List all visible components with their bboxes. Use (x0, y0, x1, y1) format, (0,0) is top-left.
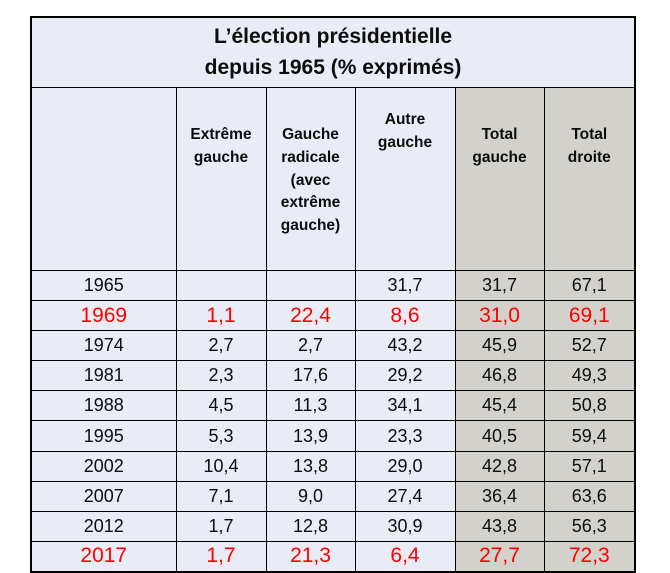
year-cell: 1981 (30, 360, 177, 392)
year-cell: 1974 (30, 330, 177, 362)
value-cell: 2,7 (265, 330, 356, 362)
value-cell: 2,3 (175, 360, 267, 392)
value-cell: 12,8 (265, 510, 356, 542)
table-title-line1: L’élection présidentielle (213, 25, 453, 49)
value-cell: 6,4 (354, 540, 456, 573)
column-header-total-droite: Total droite (543, 87, 636, 271)
table-title: L’élection présidentielle depuis 1965 (%… (30, 16, 636, 88)
value-cell: 7,1 (175, 480, 267, 512)
value-cell: 30,9 (354, 510, 456, 542)
value-cell: 31,7 (454, 269, 545, 302)
table-row: 2017 1,7 21,3 6,4 27,7 72,3 (30, 540, 636, 573)
value-cell (265, 269, 356, 302)
value-cell: 17,6 (265, 360, 356, 392)
table-row: 1988 4,5 11,3 34,1 45,4 50,8 (30, 390, 636, 422)
value-cell: 43,8 (454, 510, 545, 542)
value-cell: 69,1 (543, 300, 636, 332)
value-cell: 45,4 (454, 390, 545, 422)
value-cell: 42,8 (454, 450, 545, 482)
election-table-container: L’élection présidentielle depuis 1965 (%… (30, 16, 637, 573)
year-cell: 2017 (30, 540, 177, 573)
column-header-year (30, 87, 177, 271)
value-cell: 27,7 (454, 540, 545, 573)
table-row: 1981 2,3 17,6 29,2 46,8 49,3 (30, 360, 636, 392)
year-cell: 1969 (30, 300, 177, 332)
column-header-total-gauche: Total gauche (454, 87, 545, 271)
value-cell: 57,1 (543, 450, 636, 482)
column-header-extreme-gauche: Extrême gauche (175, 87, 267, 271)
value-cell: 1,7 (175, 540, 267, 573)
table-row: 1965 31,7 31,7 67,1 (30, 269, 636, 302)
value-cell: 2,7 (175, 330, 267, 362)
value-cell: 31,7 (354, 269, 456, 302)
value-cell: 1,7 (175, 510, 267, 542)
value-cell: 31,0 (454, 300, 545, 332)
year-cell: 1988 (30, 390, 177, 422)
table-row: 1969 1,1 22,4 8,6 31,0 69,1 (30, 300, 636, 332)
year-cell: 1995 (30, 420, 177, 452)
value-cell: 46,8 (454, 360, 545, 392)
value-cell: 67,1 (543, 269, 636, 302)
value-cell: 43,2 (354, 330, 456, 362)
value-cell: 8,6 (354, 300, 456, 332)
value-cell: 50,8 (543, 390, 636, 422)
table-row: 1995 5,3 13,9 23,3 40,5 59,4 (30, 420, 636, 452)
value-cell: 29,2 (354, 360, 456, 392)
value-cell: 13,8 (265, 450, 356, 482)
title-row: L’élection présidentielle depuis 1965 (%… (30, 16, 636, 88)
value-cell: 29,0 (354, 450, 456, 482)
value-cell: 4,5 (175, 390, 267, 422)
value-cell: 45,9 (454, 330, 545, 362)
year-cell: 2007 (30, 480, 177, 512)
table-title-line2: depuis 1965 (% exprimés) (204, 55, 462, 79)
value-cell: 1,1 (175, 300, 267, 332)
election-table: L’élection présidentielle depuis 1965 (%… (30, 16, 637, 573)
value-cell: 72,3 (543, 540, 636, 573)
year-cell: 1965 (30, 269, 177, 302)
header-row: Extrême gauche Gauche radicale (avec ext… (30, 87, 636, 271)
column-header-autre-gauche: Autre gauche (354, 87, 456, 271)
table-row: 2012 1,7 12,8 30,9 43,8 56,3 (30, 510, 636, 542)
value-cell: 52,7 (543, 330, 636, 362)
value-cell: 56,3 (543, 510, 636, 542)
value-cell: 23,3 (354, 420, 456, 452)
year-cell: 2002 (30, 450, 177, 482)
column-header-gauche-radicale: Gauche radicale (avec extrême gauche) (265, 87, 356, 271)
value-cell: 49,3 (543, 360, 636, 392)
value-cell: 27,4 (354, 480, 456, 512)
value-cell: 21,3 (265, 540, 356, 573)
value-cell: 36,4 (454, 480, 545, 512)
value-cell: 13,9 (265, 420, 356, 452)
table-row: 2007 7,1 9,0 27,4 36,4 63,6 (30, 480, 636, 512)
value-cell: 34,1 (354, 390, 456, 422)
year-cell: 2012 (30, 510, 177, 542)
value-cell: 22,4 (265, 300, 356, 332)
table-row: 1974 2,7 2,7 43,2 45,9 52,7 (30, 330, 636, 362)
table-row: 2002 10,4 13,8 29,0 42,8 57,1 (30, 450, 636, 482)
value-cell: 59,4 (543, 420, 636, 452)
value-cell: 40,5 (454, 420, 545, 452)
value-cell: 63,6 (543, 480, 636, 512)
value-cell: 9,0 (265, 480, 356, 512)
value-cell: 5,3 (175, 420, 267, 452)
value-cell: 11,3 (265, 390, 356, 422)
value-cell (175, 269, 267, 302)
value-cell: 10,4 (175, 450, 267, 482)
